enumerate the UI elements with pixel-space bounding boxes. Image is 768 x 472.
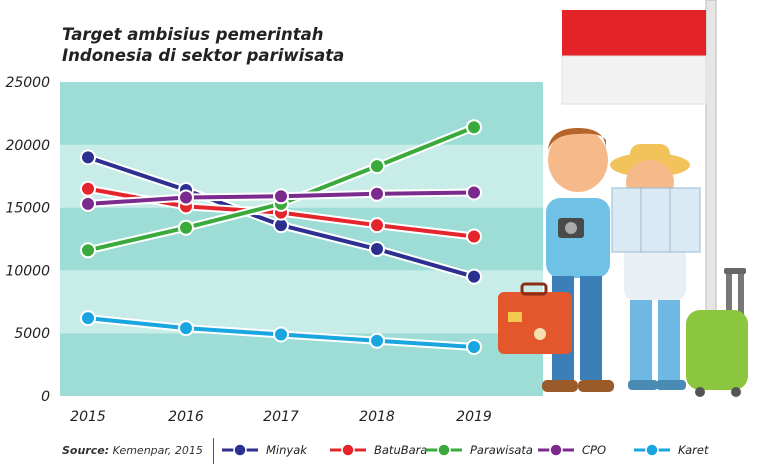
data-point-cpo <box>466 184 482 201</box>
man-head <box>548 128 608 192</box>
data-point-cpo <box>178 189 194 206</box>
chart-title-line-1: Target ambisius pemerintah <box>62 25 324 44</box>
data-point-batubara <box>369 217 385 234</box>
data-point-minyak <box>369 241 385 258</box>
source-note: Source: Kemenpar, 2015 <box>62 444 203 457</box>
footer-separator <box>213 438 214 464</box>
legend-item-batubara: BatuBara <box>330 443 427 457</box>
suitcase <box>498 292 572 354</box>
data-point-cpo <box>80 195 96 212</box>
legend-label: CPO <box>582 443 606 457</box>
data-point-karet <box>80 310 96 327</box>
source-label: Source: <box>62 444 110 457</box>
legend-item-minyak: Minyak <box>222 443 308 457</box>
data-point-cpo <box>273 188 289 205</box>
y-tick-label: 20000 <box>5 138 50 154</box>
y-tick-label: 25000 <box>5 75 50 91</box>
flag-red <box>562 10 706 56</box>
legend-label: Minyak <box>266 443 308 457</box>
data-point-karet <box>273 326 289 343</box>
hat-top <box>630 144 670 166</box>
y-tick-label: 10000 <box>5 263 50 279</box>
x-tick-label: 2015 <box>70 409 106 425</box>
y-tick-label: 5000 <box>14 326 50 342</box>
data-point-karet <box>178 320 194 337</box>
x-tick-label: 2016 <box>168 409 204 425</box>
legend-item-parawisata: Parawisata <box>426 443 533 457</box>
man-leg-right <box>580 276 602 380</box>
legend-item-cpo: CPO <box>538 443 606 457</box>
grid-band <box>60 82 543 145</box>
data-point-batubara <box>466 228 482 245</box>
data-point-parawisata <box>369 158 385 175</box>
legend-marker <box>549 443 563 457</box>
legend-item-karet: Karet <box>634 443 709 457</box>
legend-marker <box>233 443 247 457</box>
data-point-batubara <box>80 180 96 197</box>
x-tick-label: 2017 <box>263 409 299 425</box>
man-hair <box>548 128 606 150</box>
data-point-minyak <box>80 149 96 166</box>
data-point-minyak <box>466 268 482 285</box>
flag-white <box>561 55 707 105</box>
chart-title: Target ambisius pemerintah Indonesia di … <box>62 24 344 66</box>
y-tick-label: 15000 <box>5 201 50 217</box>
x-tick-label: 2018 <box>359 409 395 425</box>
legend-marker <box>437 443 451 457</box>
legend-label: Karet <box>678 443 709 457</box>
legend-marker <box>341 443 355 457</box>
tourists-illustration <box>498 0 748 397</box>
flag-pole <box>705 0 717 331</box>
legend-marker <box>645 443 659 457</box>
y-tick-label: 0 <box>41 389 50 405</box>
map <box>611 187 701 253</box>
data-point-karet <box>369 332 385 349</box>
data-point-parawisata <box>80 242 96 259</box>
data-point-parawisata <box>466 119 482 136</box>
trolley-bag <box>686 310 748 390</box>
x-tick-label: 2019 <box>456 409 492 425</box>
chart-title-line-2: Indonesia di sektor pariwisata <box>62 46 345 65</box>
source-text: Kemenpar, 2015 <box>112 444 203 457</box>
legend-label: BatuBara <box>374 443 427 457</box>
legend-label: Parawisata <box>470 443 533 457</box>
data-point-cpo <box>369 185 385 202</box>
data-point-karet <box>466 339 482 356</box>
data-point-parawisata <box>178 219 194 236</box>
